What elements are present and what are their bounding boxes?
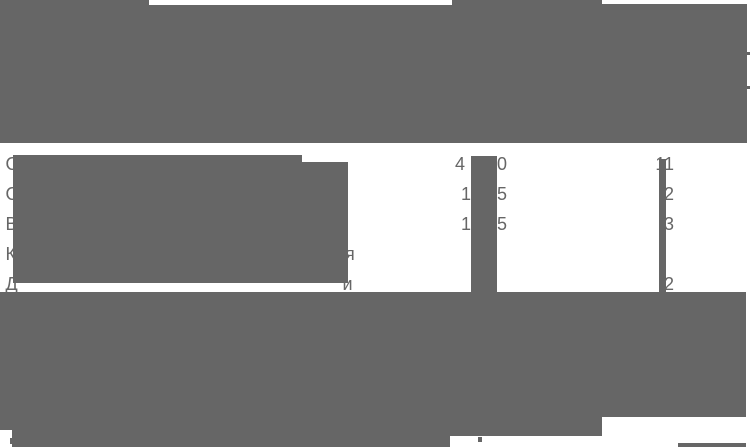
redaction-block-top-mid2: [452, 0, 602, 143]
fragment-bottom-mid: [478, 437, 482, 442]
redaction-block-bottom-4: [12, 435, 450, 447]
value-col2: 3: [640, 215, 674, 233]
value-fragment: 2: [663, 274, 674, 294]
line-fragment-right-1: [744, 51, 750, 55]
redaction-strip-bottom-right: [678, 443, 746, 447]
value-fragment: 1: [461, 214, 472, 234]
redaction-bar-col2: [658, 158, 666, 292]
value-fragment: 3: [663, 214, 674, 234]
value-fragment: 1: [461, 184, 472, 204]
row-label-tail: я: [345, 244, 355, 264]
redaction-block-bottom: [0, 292, 746, 417]
value-col2: 2: [640, 275, 674, 293]
redaction-block-top-mid: [149, 4, 452, 143]
row-label-initial: К: [5, 244, 17, 264]
fragment-bottom-left: [9, 437, 13, 444]
value-col2: 11: [640, 155, 674, 173]
row-label-tail: и: [342, 274, 353, 294]
redaction-block-bottom-3: [12, 430, 602, 436]
value-fragment: 2: [663, 184, 674, 204]
line-fragment-right-2: [744, 86, 750, 89]
redaction-block-labels-top: [13, 155, 302, 163]
redaction-block-labels: [13, 162, 348, 283]
redaction-block-bottom-2: [0, 416, 602, 430]
value-col2: 2: [640, 185, 674, 203]
value-fragment: 5: [497, 184, 508, 204]
redaction-bar-col1: [471, 155, 497, 292]
value-fragment: 0: [497, 154, 508, 174]
redaction-block-top-left: [0, 0, 149, 143]
redaction-block-top-right: [602, 3, 747, 143]
value-fragment: 5: [497, 214, 508, 234]
value-fragment: 4: [455, 154, 466, 174]
value-fragment: 11: [640, 155, 674, 173]
